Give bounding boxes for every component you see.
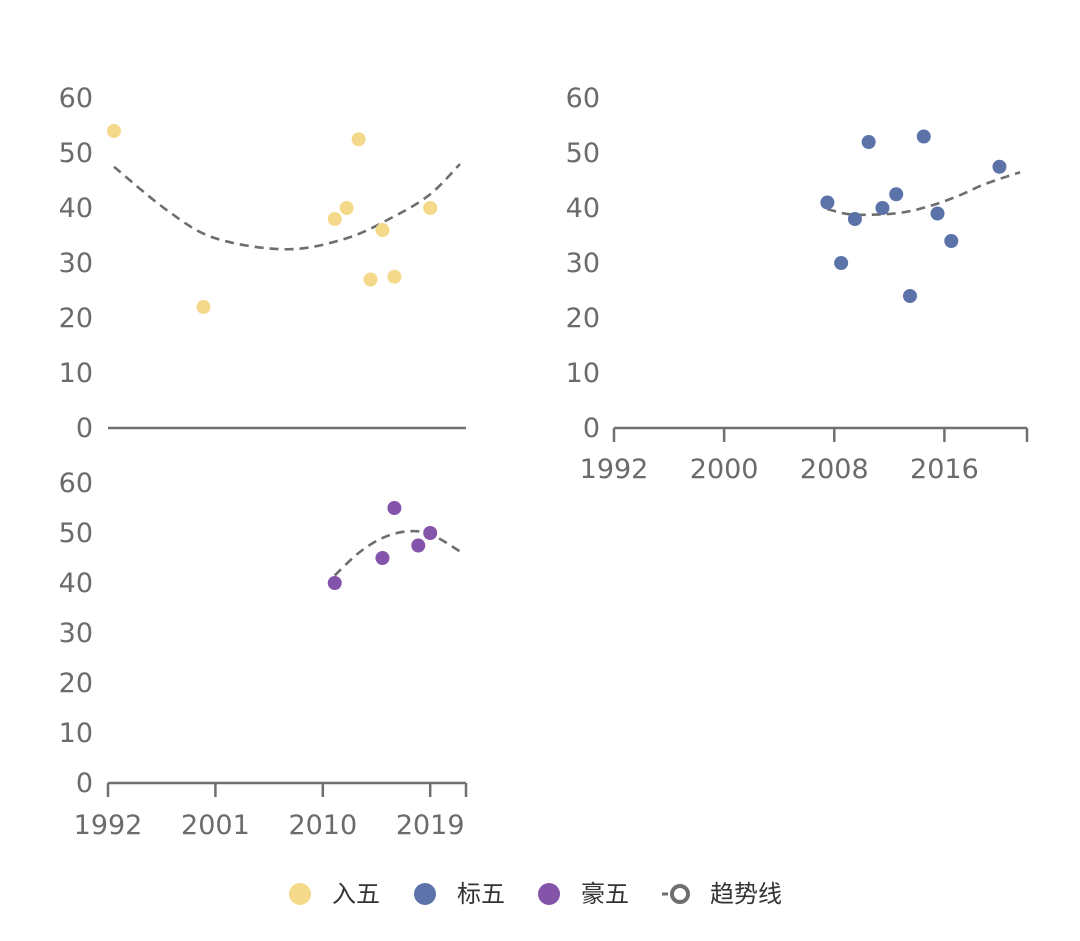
y-tick-label: 60 [566, 83, 600, 114]
data-point[interactable] [411, 538, 426, 553]
y-tick-label: 40 [59, 568, 93, 599]
y-tick-label: 10 [59, 718, 93, 749]
x-tick-label: 2000 [690, 454, 759, 485]
data-point[interactable] [902, 289, 917, 303]
trend-line [333, 529, 461, 577]
y-tick-label: 20 [566, 303, 600, 334]
data-point[interactable] [387, 269, 402, 284]
data-point[interactable] [363, 272, 378, 287]
legend-marker-trend-ring [670, 884, 690, 904]
legend-label-ruwu: 入五 [332, 880, 380, 908]
y-tick-label: 10 [566, 358, 600, 389]
data-point[interactable] [992, 159, 1007, 174]
legend-marker-ruwu [289, 883, 311, 905]
y-tick-label: 10 [59, 358, 93, 389]
legend-item-haowu[interactable]: 豪五 [538, 880, 629, 908]
y-tick-label: 20 [59, 303, 93, 334]
x-tick-label: 1992 [74, 810, 143, 841]
x-tick-label: 2019 [396, 810, 465, 841]
data-point[interactable] [875, 201, 890, 215]
legend-label-biaowu: 标五 [457, 880, 505, 908]
panel-ruwu: 0 10 20 30 40 50 60 [59, 83, 466, 444]
data-point[interactable] [339, 201, 354, 215]
legend-item-ruwu[interactable]: 入五 [289, 880, 380, 908]
y-tick-label: 20 [59, 668, 93, 699]
data-point[interactable] [351, 132, 366, 147]
y-tick-label: 0 [76, 413, 93, 444]
data-point[interactable] [375, 551, 390, 565]
data-point[interactable] [423, 201, 438, 215]
y-tick-label: 40 [59, 193, 93, 224]
legend: 入五 标五 豪五 趋势线 [289, 880, 782, 908]
data-point[interactable] [916, 129, 931, 144]
y-tick-label: 50 [566, 138, 600, 169]
y-tick-label: 50 [59, 138, 93, 169]
x-tick-label: 1992 [580, 454, 649, 485]
data-point[interactable] [820, 195, 835, 210]
trend-line [827, 171, 1021, 217]
data-point[interactable] [196, 300, 211, 314]
data-point[interactable] [930, 206, 945, 221]
legend-label-trend: 趋势线 [710, 880, 782, 908]
data-point[interactable] [387, 501, 402, 515]
x-tick-label: 2008 [800, 454, 869, 485]
data-point[interactable] [375, 223, 390, 237]
trend-line [113, 163, 461, 251]
legend-marker-haowu [538, 883, 560, 905]
panel-biaowu: 0 10 20 30 40 50 60 1992 2000 2008 2016 [566, 83, 1029, 485]
y-tick-label: 40 [566, 193, 600, 224]
y-tick-label: 50 [59, 518, 93, 549]
data-point[interactable] [889, 187, 904, 202]
data-point[interactable] [834, 256, 849, 270]
legend-item-trend[interactable]: 趋势线 [662, 880, 782, 908]
y-tick-label: 30 [59, 618, 93, 649]
y-tick-label: 0 [76, 768, 93, 799]
data-point[interactable] [327, 576, 342, 590]
y-tick-label: 0 [583, 413, 600, 444]
legend-label-haowu: 豪五 [581, 880, 629, 908]
x-tick-label: 2001 [181, 810, 250, 841]
data-point[interactable] [861, 135, 876, 149]
y-tick-label: 60 [59, 468, 93, 499]
legend-marker-biaowu [414, 883, 436, 905]
y-tick-label: 30 [59, 248, 93, 279]
y-tick-label: 30 [566, 248, 600, 279]
data-point[interactable] [327, 212, 342, 226]
data-point[interactable] [423, 526, 438, 540]
x-tick-label: 2016 [910, 454, 979, 485]
data-point[interactable] [847, 212, 862, 226]
legend-item-biaowu[interactable]: 标五 [414, 880, 505, 908]
y-tick-label: 60 [59, 83, 93, 114]
x-tick-label: 2010 [288, 810, 357, 841]
panel-haowu: 0 10 20 30 40 50 60 1992 2001 2010 2019 [59, 468, 468, 841]
data-point[interactable] [944, 234, 959, 248]
data-point[interactable] [106, 124, 121, 138]
